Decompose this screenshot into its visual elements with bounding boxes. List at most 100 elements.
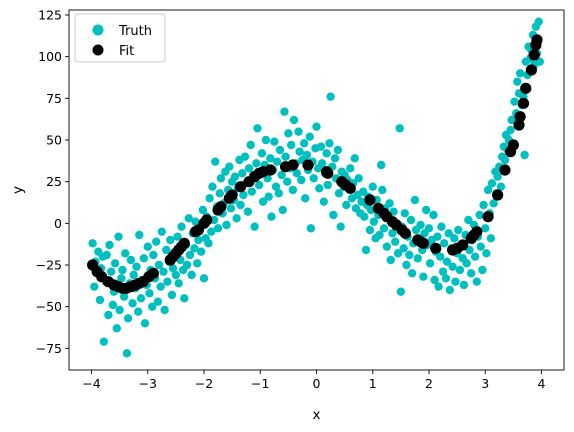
x-axis-label: x (313, 407, 321, 423)
truth-point (236, 200, 245, 210)
truth-point (289, 115, 299, 125)
truth-point (180, 294, 189, 303)
truth-point (288, 185, 298, 195)
truth-point (191, 217, 200, 226)
truth-point (129, 270, 138, 280)
truth-point (148, 302, 157, 311)
truth-point (478, 265, 487, 275)
truth-point (410, 195, 420, 205)
truth-point (222, 220, 231, 230)
truth-point (489, 199, 498, 208)
truth-point (329, 210, 338, 220)
truth-point (429, 210, 438, 220)
fit-point (514, 111, 526, 123)
y-axis-label: y (10, 186, 26, 194)
truth-point (475, 210, 484, 220)
truth-point (211, 157, 220, 166)
truth-point (199, 274, 209, 283)
truth-point (143, 242, 152, 251)
truth-point (479, 200, 488, 210)
truth-point (159, 267, 168, 276)
truth-point (213, 224, 223, 233)
fit-point (520, 82, 532, 94)
x-axis-ticks: −4 −3 −2 −1 0 1 2 3 4 (82, 370, 546, 391)
truth-point (243, 207, 253, 216)
truth-point (182, 260, 192, 270)
truth-point (466, 269, 476, 278)
truth-point (187, 270, 196, 280)
truth-point (162, 245, 171, 255)
truth-point (483, 185, 493, 195)
truth-point (250, 222, 259, 231)
truth-point (190, 244, 199, 253)
truth-point (247, 187, 257, 196)
truth-point (151, 237, 161, 246)
y-tick-label: 100 (38, 49, 62, 64)
truth-point (322, 149, 331, 158)
truth-point (416, 220, 425, 230)
truth-point (112, 324, 122, 333)
truth-point (128, 299, 137, 308)
legend-marker-truth (92, 24, 104, 36)
truth-point (95, 295, 105, 305)
fit-point (399, 227, 411, 239)
truth-point (385, 199, 394, 208)
truth-point (171, 270, 181, 280)
truth-point (342, 200, 351, 210)
truth-point (441, 274, 451, 283)
truth-point (271, 182, 281, 191)
fit-point (226, 189, 238, 201)
truth-point (406, 215, 416, 225)
legend-marker-fit (92, 44, 104, 56)
truth-point (433, 232, 442, 241)
truth-point (136, 294, 146, 303)
truth-point (230, 172, 240, 181)
legend: Truth Fit (74, 13, 166, 63)
truth-point (126, 255, 136, 265)
truth-point (145, 289, 154, 298)
truth-point (117, 274, 126, 283)
truth-point (281, 152, 290, 161)
truth-point (110, 259, 120, 268)
truth-point (330, 154, 340, 163)
x-tick-label: 1 (369, 376, 377, 391)
truth-point (395, 124, 404, 133)
truth-point (292, 169, 302, 178)
truth-point (368, 182, 377, 191)
truth-point (198, 205, 208, 215)
fit-point (147, 267, 159, 279)
truth-point (436, 252, 445, 261)
truth-point (205, 194, 214, 203)
truth-point (154, 260, 164, 270)
truth-point (407, 269, 417, 278)
fit-point (178, 237, 190, 249)
truth-point (90, 282, 99, 291)
truth-point (184, 214, 194, 223)
legend-label-truth: Truth (118, 24, 152, 39)
y-tick-label: 0 (54, 216, 62, 231)
truth-point (462, 259, 471, 268)
truth-point (272, 157, 282, 166)
truth-point (119, 292, 129, 301)
legend-label-fit: Fit (119, 44, 134, 59)
truth-point (238, 169, 247, 178)
truth-point (163, 277, 172, 286)
truth-point (264, 192, 273, 201)
truth-point (510, 97, 519, 106)
truth-point (157, 227, 167, 236)
truth-point (277, 170, 286, 180)
truth-point (108, 300, 118, 310)
truth-point (244, 164, 254, 173)
truth-point (177, 222, 186, 231)
series-fit (87, 34, 543, 294)
truth-point (496, 182, 506, 191)
y-tick-label: 25 (46, 174, 62, 189)
truth-point (459, 280, 469, 290)
truth-point (267, 212, 276, 221)
truth-point (513, 77, 522, 86)
truth-point (500, 155, 510, 165)
truth-point (442, 257, 452, 266)
truth-point (193, 259, 202, 268)
truth-point (166, 235, 175, 245)
truth-point (515, 69, 525, 78)
